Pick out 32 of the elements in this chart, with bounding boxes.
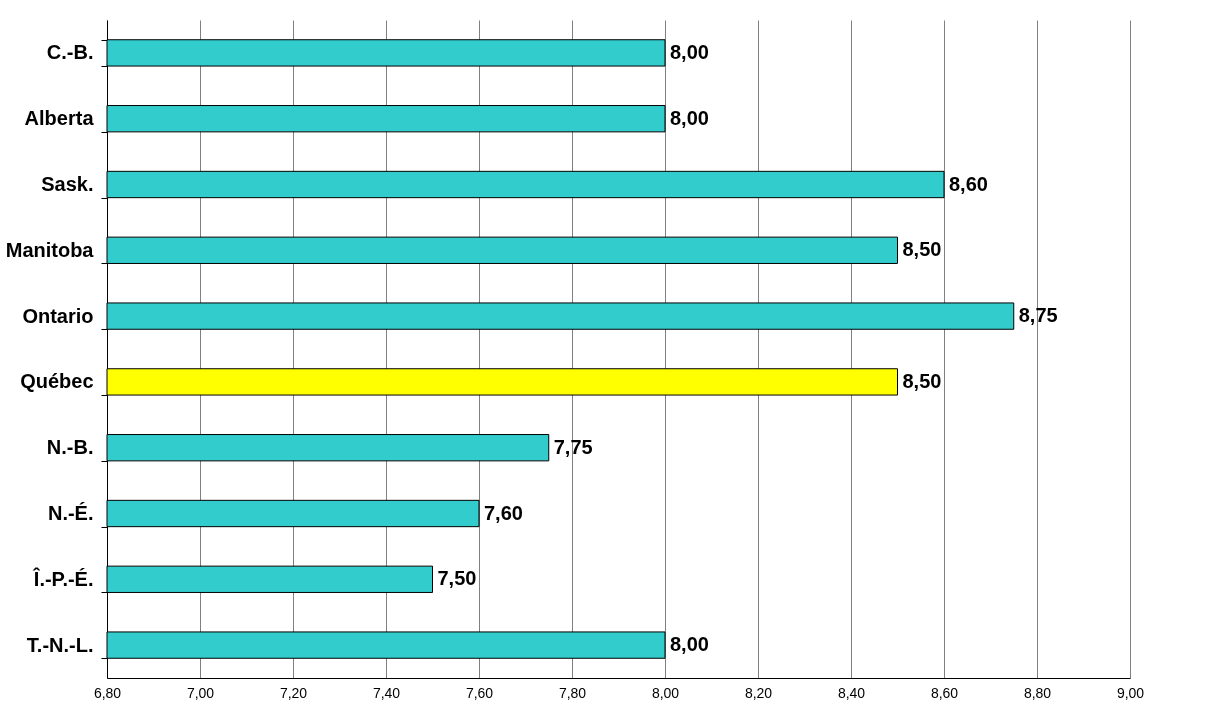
x-tick-label: 8,80 [1023, 684, 1052, 701]
y-tick-label: T.-N.-L. [26, 633, 94, 656]
data-label: 8,00 [670, 40, 709, 63]
data-label: 8,00 [670, 106, 709, 129]
y-tick-label: Manitoba [5, 238, 95, 261]
y-tick-label: Î.-P.-É. [32, 566, 94, 590]
x-tick-label: 7,00 [186, 684, 215, 701]
data-label: 8,75 [1018, 304, 1058, 327]
x-tick-label: 7,80 [558, 684, 587, 701]
y-tick-label: N.-É. [47, 502, 94, 524]
x-tick-label: 8,60 [930, 684, 959, 701]
x-tick-label: 8,00 [651, 684, 680, 701]
data-label: 7,60 [484, 501, 523, 524]
y-tick-label: Québec [20, 370, 94, 393]
x-tick-label: 8,20 [744, 684, 773, 701]
y-tick-label: C.-B. [46, 41, 94, 64]
x-tick-label: 7,20 [279, 684, 308, 701]
data-label: 8,50 [902, 369, 942, 392]
data-label: 7,75 [553, 435, 593, 458]
y-tick-label: Ontario [22, 304, 94, 327]
x-tick-label: 7,40 [372, 684, 401, 701]
y-tick-label: Sask. [41, 173, 94, 195]
data-label: 8,60 [949, 172, 988, 195]
data-label: 8,50 [902, 238, 942, 261]
x-tick-label: 8,40 [837, 684, 866, 701]
y-tick-label: N.-B. [46, 436, 94, 459]
x-tick-label: 6,80 [93, 684, 122, 701]
data-label: 8,00 [670, 633, 709, 656]
y-tick-label: Alberta [24, 107, 95, 130]
x-tick-label: 9,00 [1116, 684, 1145, 701]
x-tick-label: 7,60 [465, 684, 494, 701]
data-label: 7,50 [437, 567, 477, 590]
